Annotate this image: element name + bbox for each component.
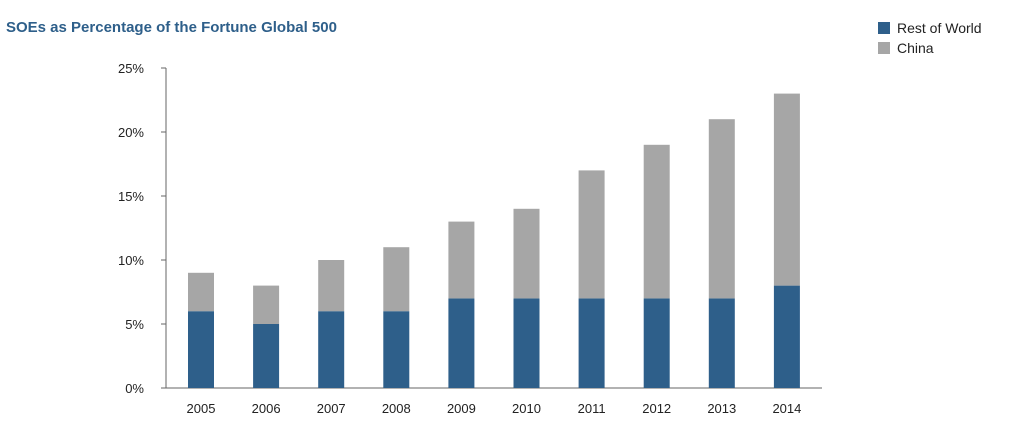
y-tick-label: 0%: [125, 381, 144, 396]
x-tick-label: 2011: [578, 401, 606, 416]
bar-china-2008: [383, 247, 410, 312]
bar-china-2013: [708, 119, 735, 299]
y-tick-label: 15%: [118, 189, 144, 204]
x-tick-label: 2005: [187, 401, 216, 416]
bar-china-2010: [513, 208, 540, 299]
bar-china-2007: [318, 260, 345, 312]
y-tick-label: 5%: [125, 317, 144, 332]
x-tick-label: 2010: [512, 401, 541, 416]
y-tick-label: 25%: [118, 61, 144, 76]
bar-rest-of-world-2008: [383, 311, 410, 388]
x-tick-label: 2012: [642, 401, 671, 416]
bar-china-2011: [578, 170, 605, 299]
legend-label-china: China: [897, 40, 934, 56]
bar-rest-of-world-2009: [448, 298, 475, 388]
legend-swatch-rest-of-world: [878, 22, 890, 34]
bar-rest-of-world-2007: [318, 311, 345, 388]
bar-china-2012: [643, 144, 670, 299]
bar-rest-of-world-2012: [643, 298, 670, 388]
x-tick-label: 2007: [317, 401, 346, 416]
y-tick-label: 20%: [118, 125, 144, 140]
chart-title: SOEs as Percentage of the Fortune Global…: [6, 19, 337, 36]
bar-china-2006: [253, 285, 280, 324]
x-tick-label: 2013: [707, 401, 736, 416]
legend-swatch-china: [878, 42, 890, 54]
bar-rest-of-world-2014: [773, 285, 800, 388]
bar-rest-of-world-2011: [578, 298, 605, 388]
legend: Rest of World China: [878, 20, 982, 56]
bar-china-2005: [188, 272, 214, 312]
x-tick-label: 2006: [252, 401, 281, 416]
x-tick-label: 2014: [772, 401, 801, 416]
legend-label-rest-of-world: Rest of World: [897, 20, 982, 36]
bar-china-2009: [448, 221, 475, 299]
plot-area: 0% 5% 10% 15% 20% 25% 2005 2006 2007 2008 2009 2010…: [118, 61, 822, 416]
bar-rest-of-world-2010: [513, 298, 540, 388]
y-tick-label: 10%: [118, 253, 144, 268]
bar-rest-of-world-2013: [708, 298, 735, 388]
x-tick-label: 2008: [382, 401, 411, 416]
x-tick-label: 2009: [447, 401, 476, 416]
bar-china-2014: [773, 93, 800, 286]
bar-rest-of-world-2005: [188, 311, 214, 388]
bar-rest-of-world-2006: [253, 324, 280, 388]
